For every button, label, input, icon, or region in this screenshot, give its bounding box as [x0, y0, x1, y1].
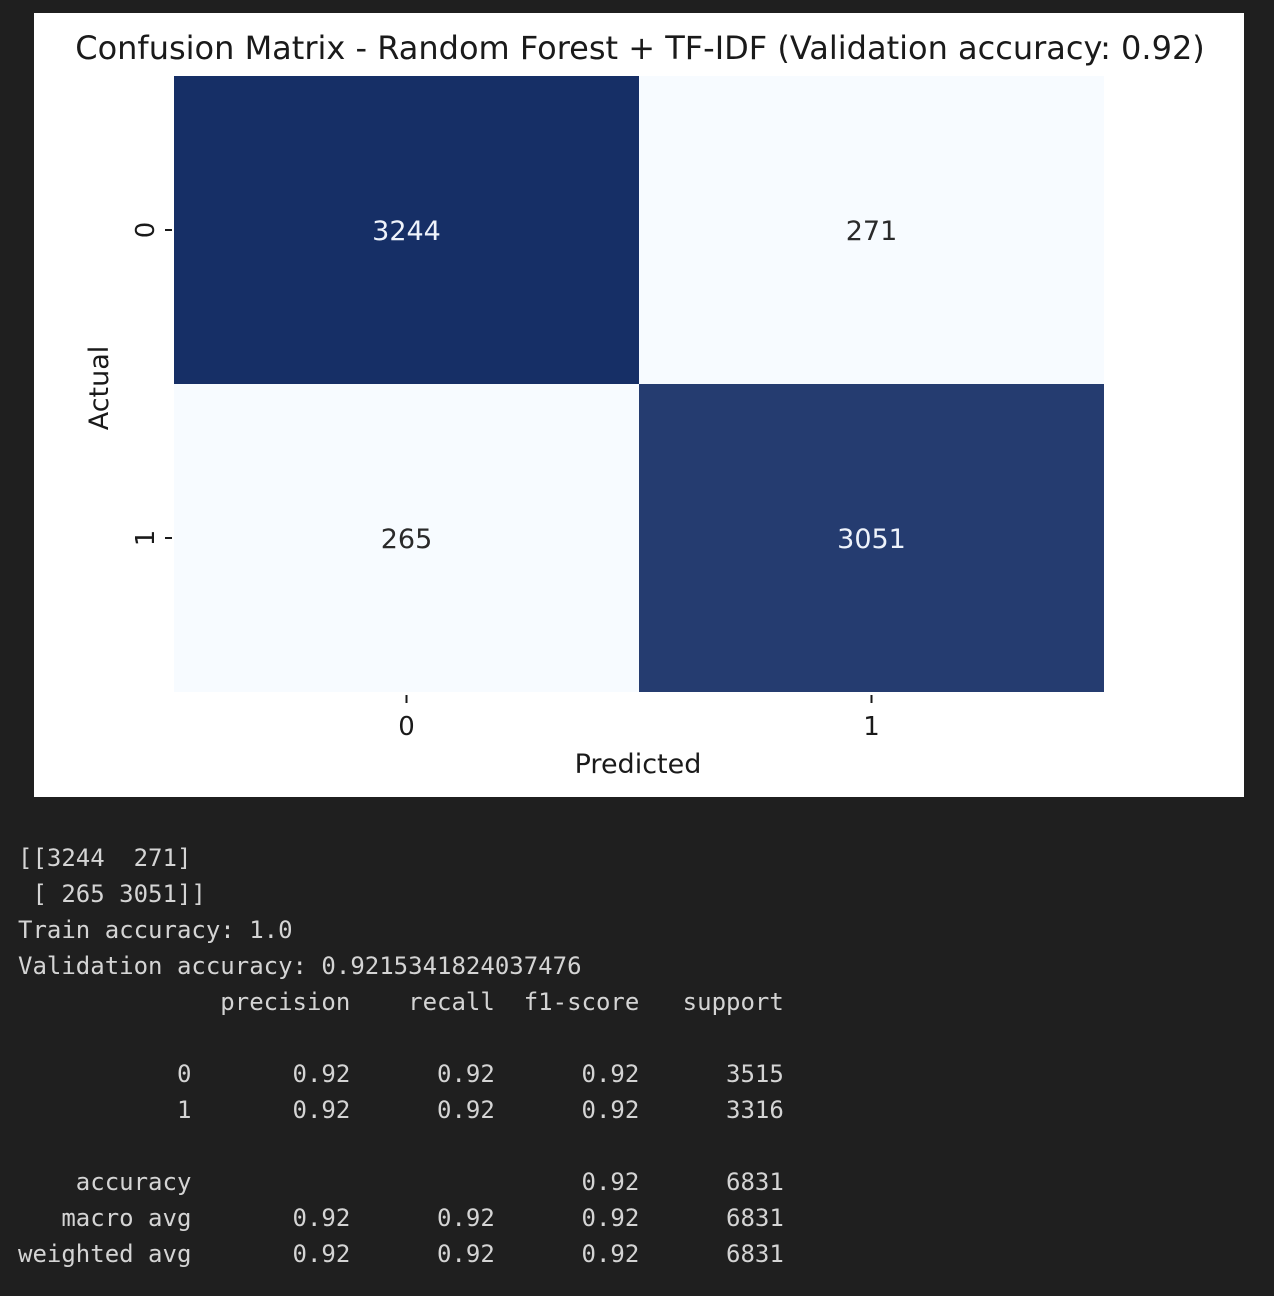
console-output: [[3244 271] [ 265 3051]] Train accuracy: … [18, 840, 784, 1272]
console-line: Validation accuracy: 0.9215341824037476 [18, 952, 582, 980]
confusion-matrix-figure: Confusion Matrix - Random Forest + TF-ID… [34, 13, 1244, 797]
x-tick-label-0: 0 [398, 712, 415, 742]
heatmap-cell-1-0 [174, 384, 639, 692]
console-line: [ 265 3051]] [18, 880, 206, 908]
heatmap-cell-0-0 [174, 76, 639, 384]
confusion-matrix-heatmap: Confusion Matrix - Random Forest + TF-ID… [75, 29, 1205, 780]
console-line: weighted avg 0.92 0.92 0.92 6831 [18, 1240, 784, 1268]
console-line [18, 1128, 784, 1164]
cell-value-label-0-0: 3244 [372, 216, 441, 247]
console-line: macro avg 0.92 0.92 0.92 6831 [18, 1204, 784, 1232]
cell-value-label-1-1: 3051 [837, 524, 906, 555]
cell-value-label-0-1: 271 [846, 216, 898, 247]
console-line: accuracy 0.92 6831 [18, 1168, 784, 1196]
console-line [18, 1020, 784, 1056]
console-line: [[3244 271] [18, 844, 192, 872]
x-axis-label: Predicted [575, 749, 702, 780]
y-axis-label: Actual [84, 346, 115, 431]
console-line: precision recall f1-score support [18, 988, 784, 1016]
heatmap-cell-1-1 [639, 384, 1104, 692]
y-tick-label-1: 1 [131, 530, 161, 547]
chart-title: Confusion Matrix - Random Forest + TF-ID… [75, 29, 1205, 67]
y-tick-label-0: 0 [131, 222, 161, 239]
console-line: 0 0.92 0.92 0.92 3515 [18, 1060, 784, 1088]
console-line: Train accuracy: 1.0 [18, 916, 293, 944]
heatmap-cell-0-1 [639, 76, 1104, 384]
cell-value-label-1-0: 265 [381, 524, 433, 555]
x-tick-label-1: 1 [863, 712, 880, 742]
console-line: 1 0.92 0.92 0.92 3316 [18, 1096, 784, 1124]
